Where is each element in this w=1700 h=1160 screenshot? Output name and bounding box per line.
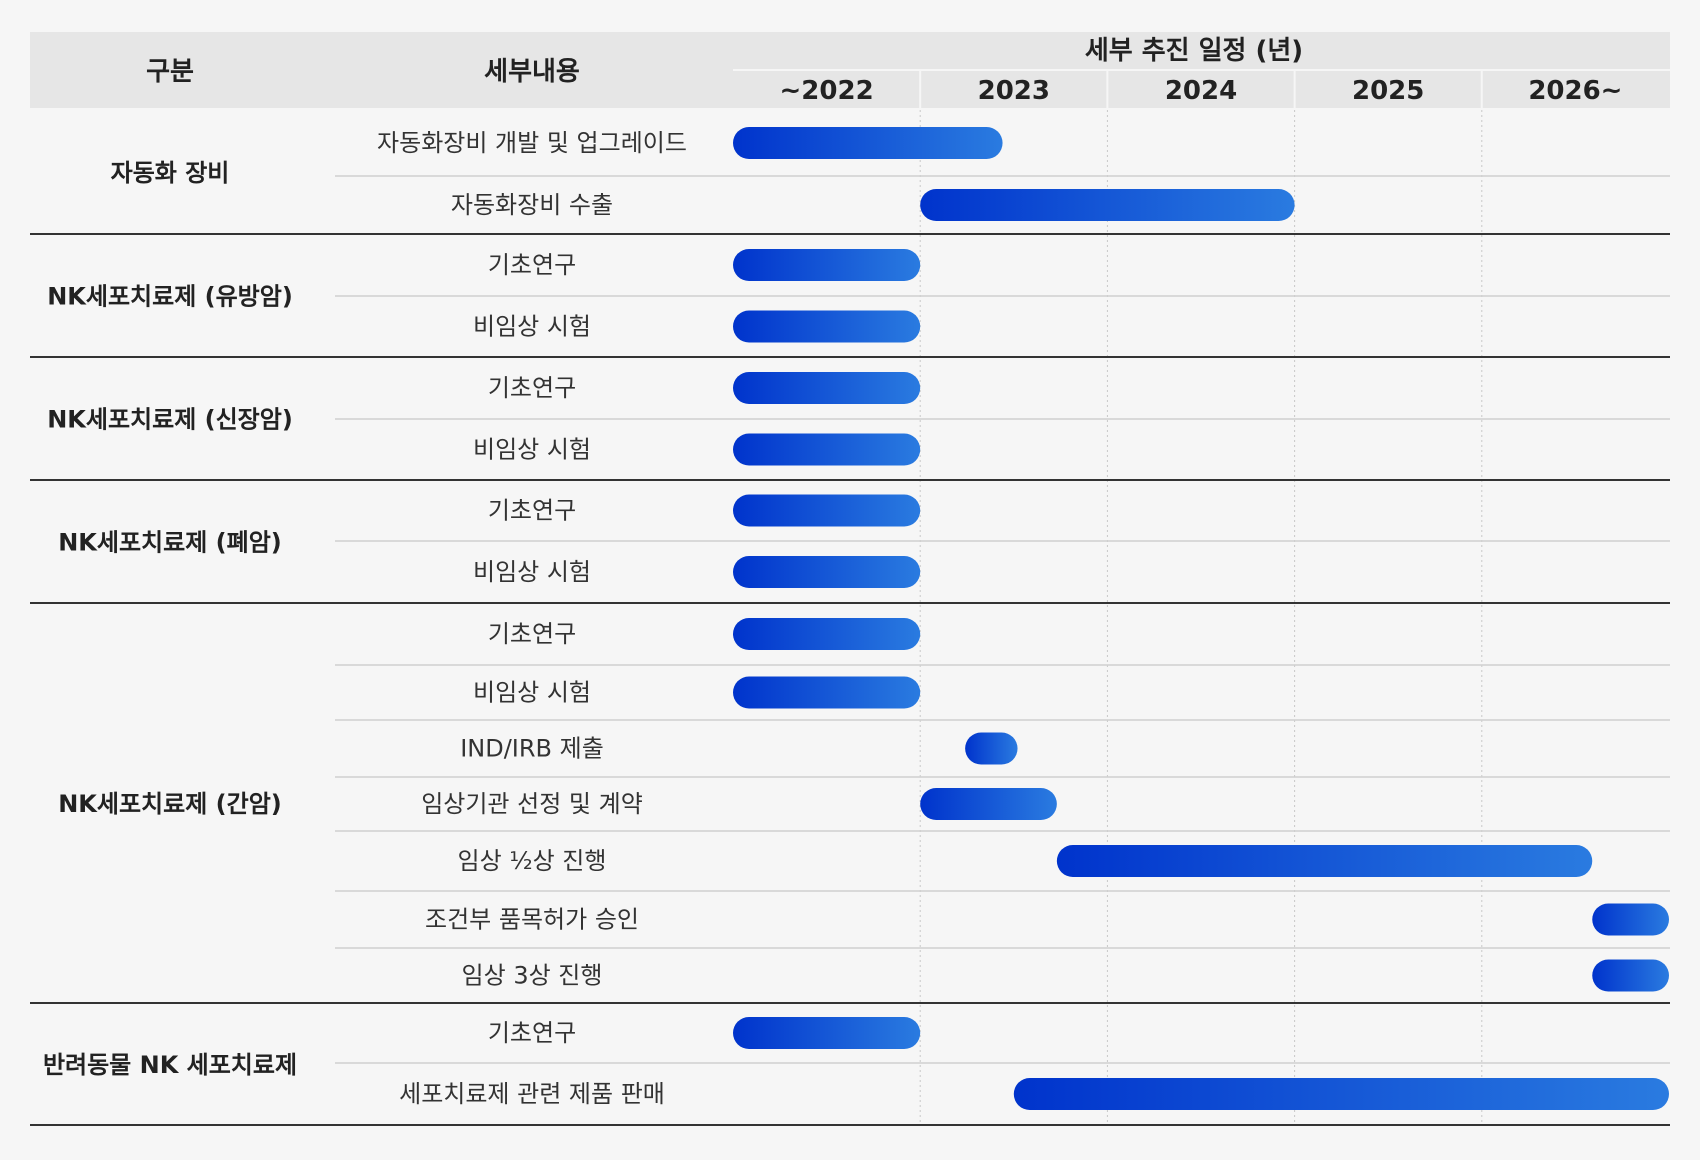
year-axis: ~2022 2023 2024 2025 2026~: [780, 70, 1622, 108]
schedule-header: 세부 추진 일정 (년): [1085, 36, 1303, 66]
group-label-1: NK세포치료제 (유방암): [47, 283, 293, 311]
task-bar-1-1: [733, 310, 921, 343]
task-bar-5-0: [733, 1017, 921, 1049]
schedule-bars: [733, 127, 1669, 1110]
task-bar-4-5: [1592, 903, 1669, 936]
task-bar-1-0: [733, 249, 921, 281]
detail-header: 세부내용: [484, 57, 580, 87]
task-label-3-1: 비임상 시험: [473, 558, 591, 586]
task-label-4-1: 비임상 시험: [473, 679, 591, 707]
year-label-1: 2023: [978, 76, 1050, 106]
category-header: 구분: [146, 57, 194, 87]
task-bar-4-3: [920, 788, 1057, 820]
task-label-0-0: 자동화장비 개발 및 업그레이드: [377, 129, 687, 157]
task-label-3-0: 기초연구: [488, 497, 576, 525]
task-bar-0-0: [733, 127, 1003, 159]
task-label-1-0: 기초연구: [488, 251, 576, 279]
task-label-4-6: 임상 3상 진행: [462, 962, 603, 990]
task-bar-2-0: [733, 372, 921, 404]
group-label-2: NK세포치료제 (신장암): [47, 406, 293, 434]
task-label-4-0: 기초연구: [488, 620, 576, 648]
year-label-3: 2025: [1352, 76, 1424, 106]
task-label-2-0: 기초연구: [488, 374, 576, 402]
group-label-0: 자동화 장비: [111, 159, 230, 187]
task-bar-4-2: [965, 732, 1018, 765]
task-bar-4-4: [1056, 845, 1593, 877]
group-label-3: NK세포치료제 (폐암): [58, 529, 282, 557]
task-label-2-1: 비임상 시험: [473, 436, 591, 464]
row-dividers: [30, 175, 1670, 1126]
task-label-0-1: 자동화장비 수출: [451, 191, 613, 219]
task-label-4-2: IND/IRB 제출: [460, 735, 604, 763]
task-label-1-1: 비임상 시험: [473, 313, 591, 341]
year-label-2: 2024: [1165, 76, 1237, 106]
task-bar-4-6: [1592, 959, 1669, 992]
task-bar-4-1: [733, 676, 921, 709]
task-bar-4-0: [733, 618, 921, 650]
group-label-5: 반려동물 NK 세포치료제: [43, 1051, 297, 1079]
task-label-4-4: 임상 ½상 진행: [458, 847, 607, 875]
task-label-4-3: 임상기관 선정 및 계약: [421, 790, 643, 818]
task-bar-3-0: [733, 494, 921, 527]
task-label-5-1: 세포치료제 관련 제품 판매: [399, 1080, 665, 1108]
year-label-0: ~2022: [780, 76, 874, 106]
task-label-5-0: 기초연구: [488, 1019, 576, 1047]
year-label-4: 2026~: [1528, 76, 1622, 106]
group-label-4: NK세포치료제 (간암): [58, 790, 282, 818]
year-gridlines: [919, 110, 1483, 1125]
task-bar-2-1: [733, 433, 921, 466]
task-bar-5-1: [1013, 1078, 1669, 1110]
task-label-4-5: 조건부 품목허가 승인: [425, 906, 639, 934]
task-bar-0-1: [920, 189, 1295, 221]
task-bar-3-1: [733, 556, 921, 588]
